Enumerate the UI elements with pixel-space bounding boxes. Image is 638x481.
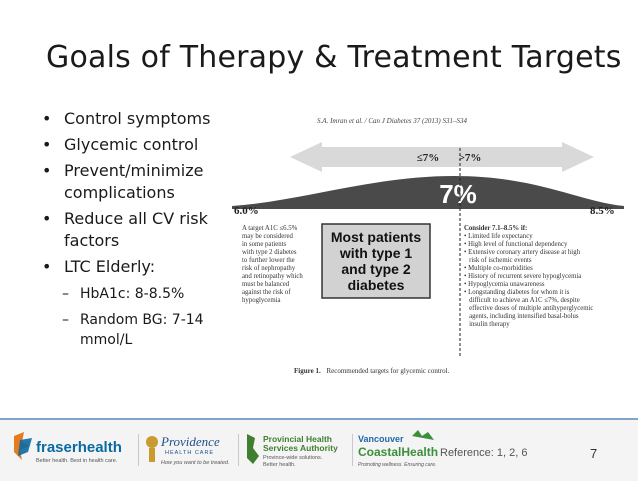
glycemic-targets-figure: S.A. Imran et al. / Can J Diabetes 37 (2… bbox=[232, 117, 624, 375]
phsa-tagline: Province-wide solutions. bbox=[263, 455, 323, 461]
fraserhealth-logo: fraserhealth Better health. Best in heal… bbox=[10, 428, 132, 472]
dash-icon: – bbox=[62, 286, 69, 302]
center-box-line: with type 1 bbox=[339, 245, 413, 261]
providence-logo: Providence HEALTH CARE How you want to b… bbox=[143, 428, 233, 472]
phsa-mark-icon: Provincial Health Services Authority Pro… bbox=[247, 434, 338, 468]
phsa-tagline: Better health. bbox=[263, 462, 296, 468]
left-value: 6.0% bbox=[234, 205, 259, 217]
phsa-name-line: Services Authority bbox=[263, 443, 338, 453]
fraserhealth-mark-icon: fraserhealth Better health. Best in heal… bbox=[14, 432, 122, 464]
logo-divider bbox=[138, 434, 139, 466]
fraserhealth-tagline: Better health. Best in health care. bbox=[36, 458, 118, 464]
right-item: agents, including intensified basal-bolu… bbox=[464, 313, 579, 320]
bullet-item: Glycemic control bbox=[40, 134, 230, 156]
left-text-line: in some patients bbox=[242, 241, 287, 248]
caption-bold: Figure 1. bbox=[294, 367, 321, 375]
right-text-block: Consider 7.1–8.5% if: • Limited life exp… bbox=[464, 225, 593, 328]
vch-name-line: CoastalHealth bbox=[358, 445, 438, 459]
providence-sub: HEALTH CARE bbox=[165, 450, 214, 456]
footer-bar: fraserhealth Better health. Best in heal… bbox=[0, 418, 638, 481]
fraserhealth-name: fraserhealth bbox=[36, 439, 122, 456]
bullet-list: Control symptoms Glycemic control Preven… bbox=[40, 108, 230, 350]
left-text-line: to further lower the bbox=[242, 257, 295, 264]
right-item: • High level of functional dependency bbox=[464, 241, 568, 248]
left-text-line: hypoglycemia bbox=[242, 297, 281, 304]
right-item: • Extensive coronary artery disease at h… bbox=[464, 249, 581, 256]
right-item: • Multiple co-morbidities bbox=[464, 265, 533, 272]
providence-name: Providence bbox=[160, 434, 220, 449]
sub-bullet-text: Random BG: 7-14 mmol/L bbox=[80, 312, 204, 348]
left-text-line: A target A1C ≤6.5% bbox=[242, 225, 298, 232]
center-box-line: diabetes bbox=[348, 277, 405, 293]
caption-text: Recommended targets for glycemic control… bbox=[326, 367, 449, 375]
bullet-item: LTC Elderly: bbox=[40, 256, 230, 278]
sub-bullet-item: – HbA1c: 8-8.5% bbox=[40, 284, 230, 304]
bullet-item: Reduce all CV risk factors bbox=[40, 208, 229, 252]
right-item: difficult to achieve an A1C ≤7%, despite bbox=[464, 297, 580, 304]
right-item: • Limited life expectancy bbox=[464, 233, 533, 240]
figure-citation: S.A. Imran et al. / Can J Diabetes 37 (2… bbox=[317, 117, 467, 125]
figure-caption: Figure 1. Recommended targets for glycem… bbox=[294, 367, 450, 375]
center-box-line: Most patients bbox=[331, 229, 421, 245]
right-arrow-label: >7% bbox=[459, 152, 482, 164]
bullet-item: Prevent/minimize complications bbox=[40, 160, 229, 204]
reference-text: Reference: 1, 2, 6 bbox=[440, 447, 528, 459]
right-item: risk of ischemic events bbox=[464, 257, 532, 264]
left-arrow-label: ≤7% bbox=[417, 152, 440, 164]
bullet-item: Control symptoms bbox=[40, 108, 230, 130]
slide-title: Goals of Therapy & Treatment Targets bbox=[46, 40, 622, 75]
center-box-text: Most patients with type 1 and type 2 dia… bbox=[331, 229, 421, 293]
right-item: effective doses of multiple antihypergly… bbox=[464, 305, 593, 312]
left-text-line: against the risk of bbox=[242, 289, 291, 296]
providence-tagline: How you want to be treated. bbox=[161, 460, 229, 466]
left-text-line: must be balanced bbox=[242, 281, 290, 288]
vch-tagline: Promoting wellness. Ensuring care. bbox=[358, 462, 436, 468]
left-text-line: risk of nephropathy bbox=[242, 265, 296, 272]
phsa-name-line: Provincial Health bbox=[263, 434, 332, 444]
right-item: • Longstanding diabetes for whom it is bbox=[464, 289, 570, 296]
center-box-line: and type 2 bbox=[341, 261, 410, 277]
providence-mark-icon: Providence HEALTH CARE How you want to b… bbox=[146, 434, 229, 466]
page-number: 7 bbox=[590, 446, 598, 461]
vch-logo: Vancouver CoastalHealth Promoting wellne… bbox=[356, 428, 440, 472]
vch-name-line: Vancouver bbox=[358, 434, 404, 444]
left-text-line: may be considered bbox=[242, 233, 294, 240]
logo-divider bbox=[352, 434, 353, 466]
double-arrow-shape bbox=[290, 142, 594, 172]
right-item: • Hypoglycemia unawareness bbox=[464, 281, 545, 288]
right-value: 8.5% bbox=[590, 205, 615, 217]
left-text-line: with type 2 diabetes bbox=[242, 249, 297, 256]
phsa-logo: Provincial Health Services Authority Pro… bbox=[243, 428, 348, 472]
left-text-block: A target A1C ≤6.5% may be considered in … bbox=[242, 225, 303, 304]
center-box bbox=[321, 223, 431, 299]
sub-bullet-text: HbA1c: 8-8.5% bbox=[80, 286, 185, 302]
sub-bullet-item: – Random BG: 7-14 mmol/L bbox=[40, 310, 220, 350]
vch-mark-icon: Vancouver CoastalHealth Promoting wellne… bbox=[358, 430, 438, 468]
logo-divider bbox=[238, 434, 239, 466]
target-range-shape bbox=[232, 176, 624, 209]
center-value: 7% bbox=[439, 179, 477, 209]
right-item: insulin therapy bbox=[464, 321, 510, 328]
right-item: • History of recurrent severe hypoglycem… bbox=[464, 273, 581, 280]
left-text-line: and retinopathy which bbox=[242, 273, 303, 280]
dash-icon: – bbox=[62, 312, 69, 328]
right-heading: Consider 7.1–8.5% if: bbox=[464, 225, 527, 232]
